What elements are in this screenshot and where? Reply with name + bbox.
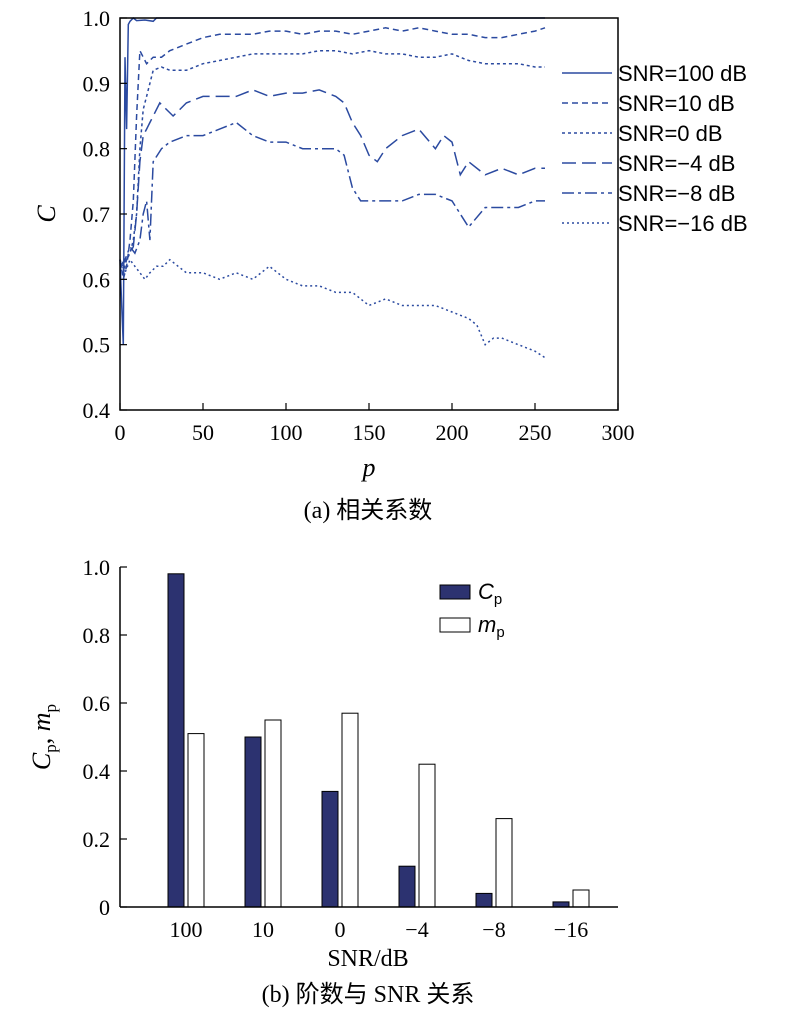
series-line-5 — [119, 258, 546, 359]
legend-label-2: SNR=0 dB — [618, 121, 723, 146]
chart-a-ytick-label: 0.6 — [83, 267, 111, 292]
series-line-1 — [119, 27, 546, 280]
legend-label-3: SNR=−4 dB — [618, 151, 735, 176]
chart-a-ytick-label: 0.8 — [83, 137, 111, 162]
chart-a-xtick-label: 0 — [115, 420, 126, 445]
chart-b-ytick-label: 0.6 — [83, 691, 111, 716]
chart-a-xlabel: p — [361, 453, 376, 482]
chart-b-category-label: 0 — [335, 917, 346, 942]
bar-mp-4 — [495, 818, 513, 908]
chart-a-ytick-label: 0.5 — [83, 333, 111, 358]
chart-a-xtick-label: 50 — [192, 420, 214, 445]
bar-cp-5 — [552, 901, 570, 908]
chart-b-category-label: 100 — [170, 917, 203, 942]
chart-a-ytick-label: 0.4 — [83, 398, 111, 423]
legend-label-1: SNR=10 dB — [618, 91, 735, 116]
chart-b-ylabel: Cp, mp — [27, 704, 60, 770]
chart-a-caption: (a) 相关系数 — [304, 497, 433, 524]
legend-label-0: SNR=100 dB — [618, 61, 747, 86]
chart-b-bars — [167, 573, 590, 908]
chart-b-legend-label-1: mp — [478, 612, 505, 641]
series-line-3 — [119, 89, 545, 267]
chart-a-ytick-label: 0.9 — [83, 71, 111, 96]
legend-label-4: SNR=−8 dB — [618, 181, 735, 206]
chart-b-category-label: −4 — [405, 917, 428, 942]
bar-cp-2 — [321, 790, 339, 908]
chart-a-frame — [119, 17, 619, 411]
chart-a-xtick-label: 150 — [353, 420, 386, 445]
chart-a-legend: SNR=100 dB SNR=10 dB SNR=0 dB SNR=−4 dB SNR=… — [562, 61, 748, 236]
bar-mp-1 — [264, 719, 282, 908]
bar-cp-1 — [244, 736, 262, 908]
chart-a-xtick-label: 200 — [436, 420, 469, 445]
chart-b-legend-label-0: Cp — [478, 579, 502, 608]
chart-b-legend: Cp mp — [439, 579, 505, 641]
bar-mp-2 — [341, 712, 359, 908]
chart-a-ticks: 0 50 100 150 200 250 300 0.4 0.5 0.6 0.7 0.8 0.9 1.0 — [83, 6, 635, 445]
series-line-2 — [119, 49, 545, 273]
bar-mp-5 — [572, 889, 590, 908]
chart-b-legend-swatch-1 — [439, 617, 471, 633]
chart-b-ytick-label: 0.8 — [83, 623, 111, 648]
chart-a-xtick-label: 300 — [602, 420, 635, 445]
chart-a-ylabel: C — [32, 205, 61, 223]
chart-a-lines — [119, 16, 546, 359]
chart-b-ytick-label: 0 — [99, 895, 110, 920]
chart-b-category-label: 10 — [252, 917, 274, 942]
chart-a: 0 50 100 150 200 250 3000.40.50.60.70.80.91.0 … — [32, 6, 748, 524]
chart-a-ytick-label: 1.0 — [83, 6, 111, 31]
chart-a-xtick-label: 250 — [519, 420, 552, 445]
bar-cp-4 — [475, 892, 493, 908]
bar-mp-0 — [187, 733, 205, 908]
chart-b-ytick-label: 0.4 — [83, 759, 111, 784]
chart-b-category-label: −16 — [554, 917, 588, 942]
bar-cp-3 — [398, 865, 416, 908]
series-line-0 — [119, 16, 545, 345]
bar-cp-0 — [167, 573, 185, 908]
chart-b-legend-swatch-0 — [439, 584, 471, 600]
bar-mp-3 — [418, 763, 436, 908]
chart-a-ytick-label: 0.7 — [83, 202, 111, 227]
chart-b-category-label: −8 — [482, 917, 505, 942]
chart-b-ytick-label: 0.2 — [83, 827, 111, 852]
series-line-4 — [119, 121, 545, 267]
chart-b-caption: (b) 阶数与 SNR 关系 — [262, 981, 475, 1008]
chart-b-ytick-label: 1.0 — [83, 555, 111, 580]
chart-b-xlabel: SNR/dB — [327, 946, 408, 972]
legend-label-5: SNR=−16 dB — [618, 211, 748, 236]
chart-a-xtick-label: 100 — [270, 420, 303, 445]
